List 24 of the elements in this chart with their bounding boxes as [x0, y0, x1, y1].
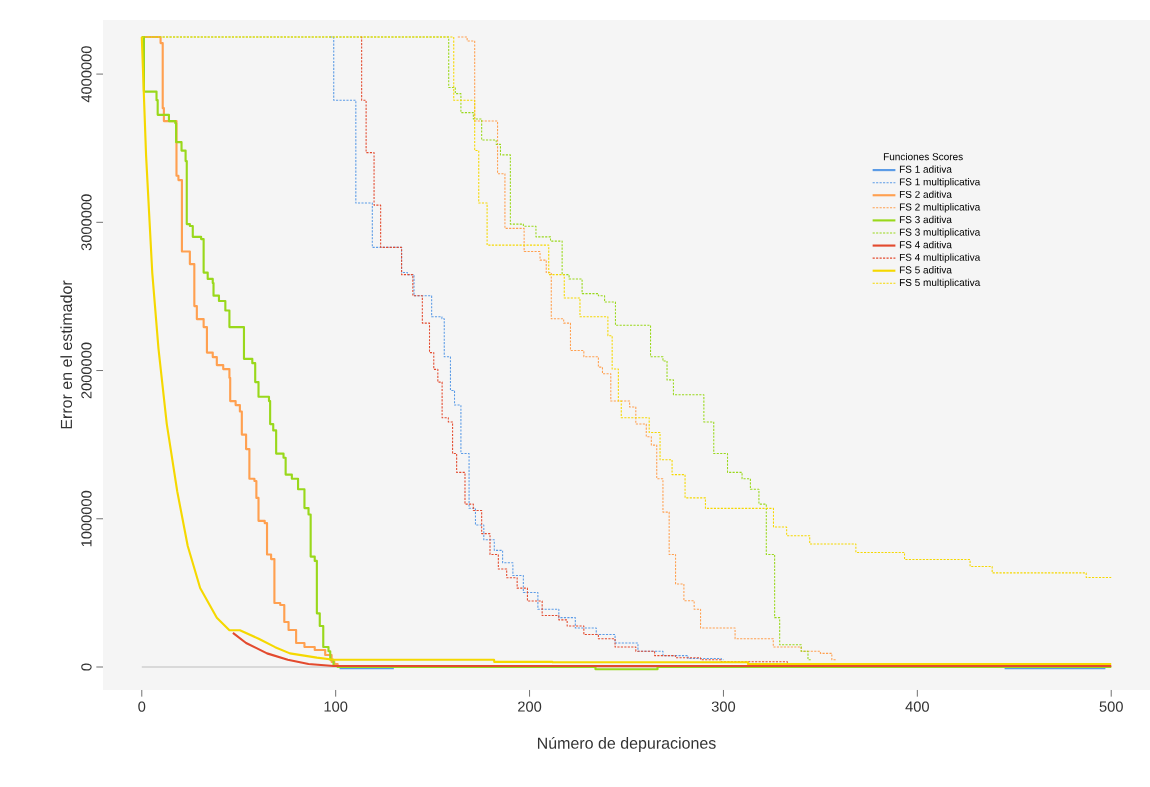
y-axis-title: Error en el estimador [60, 280, 73, 429]
x-tick-label: 0 [138, 701, 146, 712]
x-tick-label: 200 [518, 701, 542, 712]
y-tick-label: 0 [81, 663, 92, 671]
y-tick-label: 4000000 [81, 46, 92, 103]
legend-label: FS 1 multiplicativa [899, 178, 981, 188]
x-tick-label: 300 [711, 701, 736, 712]
legend-label: FS 3 multiplicativa [899, 228, 981, 238]
y-tick-label: 1000000 [81, 490, 92, 547]
legend-label: FS 4 multiplicativa [899, 253, 981, 263]
legend-label: FS 2 multiplicativa [899, 203, 981, 213]
legend-label: FS 3 aditiva [899, 215, 952, 224]
x-axis-title: Número de depuraciones [537, 736, 716, 753]
x-tick-label: 400 [905, 701, 929, 712]
legend-label: FS 5 aditiva [899, 266, 952, 274]
y-tick-label: 3000000 [81, 194, 92, 251]
x-tick-label: 100 [324, 701, 348, 712]
legend-title: Funciones Scores [883, 152, 963, 161]
x-tick-label: 500 [1099, 701, 1123, 712]
legend-label: FS 5 multiplicativa [899, 278, 981, 288]
legend-label: FS 4 aditiva [899, 240, 952, 249]
y-tick-label: 2000000 [81, 342, 92, 399]
legend-label: FS 1 aditiva [899, 165, 952, 173]
legend-label: FS 2 aditiva [899, 190, 952, 198]
